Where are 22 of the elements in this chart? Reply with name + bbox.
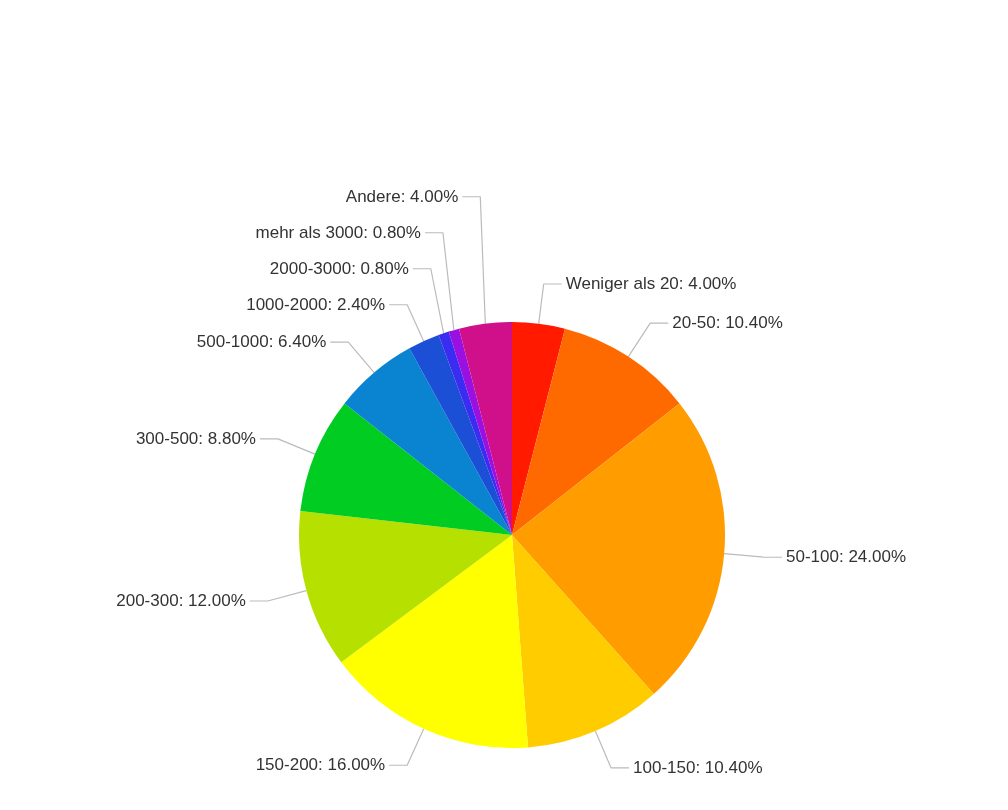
slice-label: 50-100: 24.00% [786,547,907,567]
slice-label: 100-150: 10.40% [633,757,763,777]
pie-slice [512,322,565,535]
pie-slice [512,535,654,748]
slice-label: 200-300: 12.00% [116,590,246,610]
pie-slice [300,403,512,535]
slice-label: Weniger als 20: 4.00% [565,273,737,293]
slice-label: 1000-2000: 2.40% [246,294,386,314]
slice-label: 20-50: 10.40% [672,313,783,333]
pie-slice [299,510,512,663]
slice-label: 300-500: 8.80% [135,428,256,448]
pie-slice [512,403,725,694]
pie-slice [341,535,529,748]
pie-slice [344,348,512,535]
pie-slice [512,328,680,535]
slice-label: 150-200: 16.00% [255,755,386,775]
slice-label: mehr als 3000: 0.80% [255,222,421,242]
slice-label: 2000-3000: 0.80% [269,258,409,278]
slice-label: Andere: 4.00% [345,186,459,206]
slice-label: 500-1000: 6.40% [196,332,327,352]
pie-slice [409,335,512,535]
pie-slice [459,322,512,535]
